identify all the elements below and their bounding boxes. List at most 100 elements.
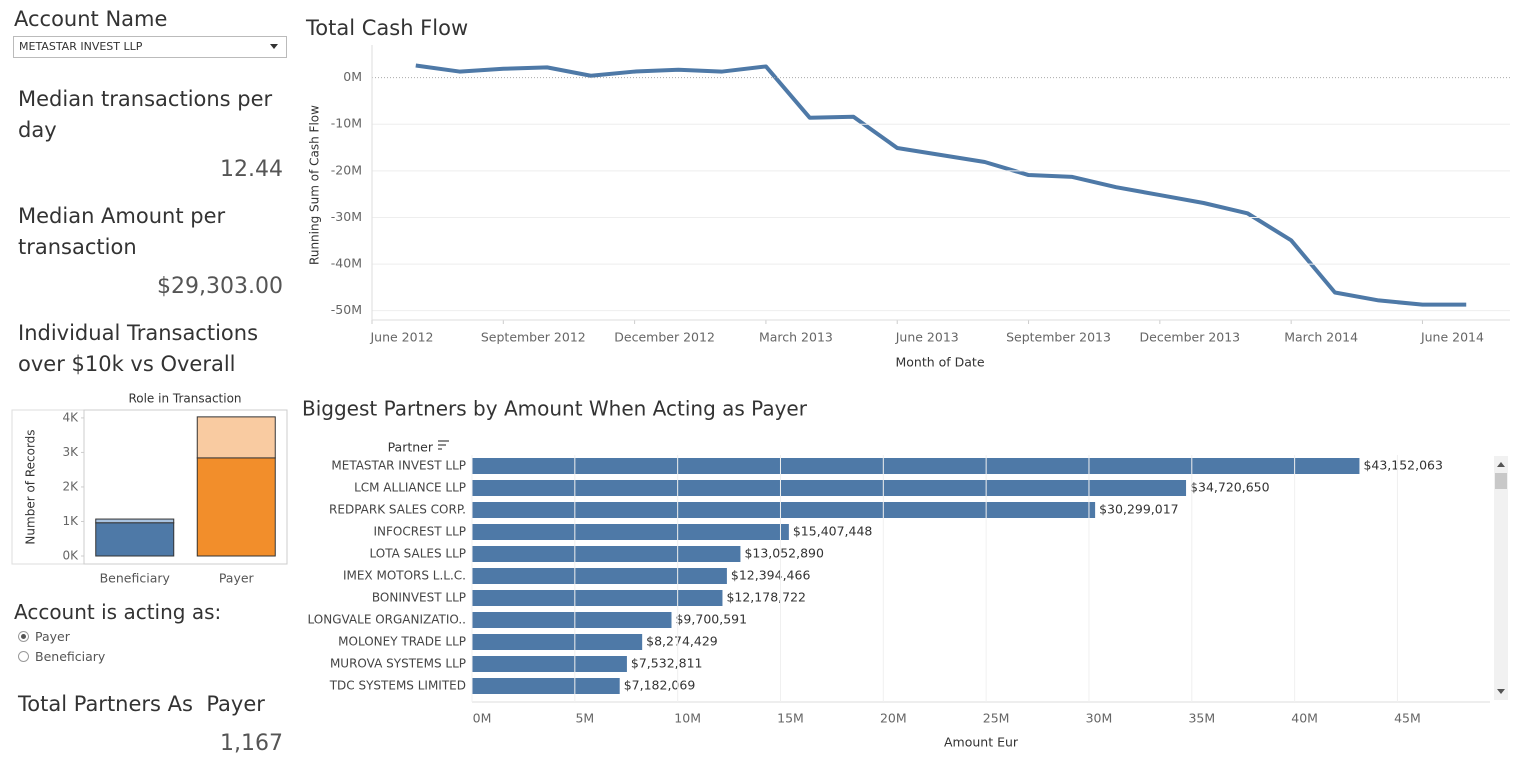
radio-group: Payer Beneficiary <box>18 626 105 666</box>
data-label: $7,182,069 <box>624 678 696 693</box>
y-tick-label: MUROVA SYSTEMS LLP <box>330 657 466 671</box>
scroll-up[interactable] <box>1497 462 1505 467</box>
x-tick-label: March 2014 <box>1284 330 1358 345</box>
dropdown-value: METASTAR INVEST LLP <box>19 40 143 53</box>
x-tick-label: June 2014 <box>1420 330 1484 345</box>
y-tick-label: INFOCREST LLP <box>373 525 466 539</box>
x-tick-label: December 2012 <box>614 330 715 345</box>
y-tick-label: -10M <box>331 116 362 131</box>
bar <box>472 656 627 672</box>
column-header: Role in Transaction <box>128 392 241 406</box>
data-label: $43,152,063 <box>1363 458 1443 473</box>
bar <box>472 502 1096 518</box>
y-tick-label: 4K <box>62 410 79 424</box>
filter-label: Account Name <box>14 7 168 31</box>
bar <box>472 612 672 628</box>
data-label: $12,394,466 <box>731 568 811 583</box>
x-tick-label: September 2013 <box>1006 330 1111 345</box>
kpi-label: Median Amount per transaction <box>18 204 226 259</box>
account-dropdown[interactable]: METASTAR INVEST LLP <box>13 36 287 58</box>
data-label: $8,274,429 <box>646 634 718 649</box>
bar-segment <box>196 416 276 459</box>
radio-dot[interactable] <box>18 630 29 642</box>
x-tick-label: 20M <box>880 711 907 726</box>
y-tick-label: LONGVALE ORGANIZATIO.. <box>308 613 466 627</box>
y-tick-label: IMEX MOTORS L.L.C. <box>343 569 466 583</box>
radio-option[interactable]: Payer <box>18 626 105 646</box>
bar <box>472 590 723 606</box>
data-label: $12,178,722 <box>726 590 806 605</box>
y-tick-label: -30M <box>331 209 362 224</box>
y-tick-label: -50M <box>331 302 362 317</box>
bar <box>472 524 789 540</box>
scroll-down[interactable] <box>1497 689 1505 694</box>
y-tick-label: 3K <box>62 445 79 459</box>
x-axis-title: Month of Date <box>895 355 984 370</box>
scroll-track[interactable] <box>1494 456 1508 700</box>
data-label: $13,052,890 <box>744 546 824 561</box>
y-tick-label: BONINVEST LLP <box>372 591 466 605</box>
x-tick-label: September 2012 <box>481 330 586 345</box>
x-tick-label: 45M <box>1394 711 1421 726</box>
y-axis-title: Number of Records <box>24 429 38 544</box>
x-tick-label: Beneficiary <box>100 571 171 586</box>
bar <box>472 634 643 650</box>
data-label: $15,407,448 <box>793 524 873 539</box>
y-tick-label: -40M <box>331 256 362 271</box>
chart-title: Individual Transactions over $10k vs Ove… <box>18 321 259 376</box>
x-tick-label: 40M <box>1291 711 1318 726</box>
x-tick-label: 35M <box>1188 711 1215 726</box>
y-tick-label: TDC SYSTEMS LIMITED <box>329 679 466 693</box>
x-tick-label: 5M <box>575 711 594 726</box>
y-axis-title: Running Sum of Cash Flow <box>308 105 322 265</box>
x-tick-label: 0M <box>473 711 492 726</box>
bar-segment <box>196 457 276 557</box>
bar <box>472 480 1187 496</box>
data-label: $30,299,017 <box>1099 502 1179 517</box>
y-tick-label: 0K <box>62 549 79 563</box>
x-axis-title: Amount Eur <box>944 735 1019 750</box>
y-tick-label: LOTA SALES LLP <box>370 547 466 561</box>
x-tick-label: March 2013 <box>759 330 833 345</box>
kpi-label: Total Partners As Payer <box>18 692 265 716</box>
y-tick-label: 0M <box>343 69 362 84</box>
y-tick-label: MOLONEY TRADE LLP <box>338 635 466 649</box>
data-label: $34,720,650 <box>1190 480 1270 495</box>
line <box>415 63 1467 307</box>
bar-segment <box>95 518 175 524</box>
kpi-value: 12.44 <box>220 157 283 182</box>
x-tick-label: 15M <box>777 711 804 726</box>
scroll-thumb[interactable] <box>1495 473 1507 489</box>
kpi-value: $29,303.00 <box>157 274 283 299</box>
chart-title: Biggest Partners by Amount When Acting a… <box>302 397 808 421</box>
y-tick-label: REDPARK SALES CORP. <box>329 503 466 517</box>
radio-text: Payer <box>35 628 70 644</box>
radio-dot[interactable] <box>18 650 29 662</box>
x-tick-label: 25M <box>983 711 1010 726</box>
bar <box>472 678 620 694</box>
scrollbar[interactable] <box>1494 456 1508 700</box>
data-label: $7,532,811 <box>631 656 703 671</box>
y-tick-label: LCM ALLIANCE LLP <box>354 481 466 495</box>
chart-title: Total Cash Flow <box>305 16 468 40</box>
radio-text: Beneficiary <box>35 648 106 664</box>
radio-label: Account is acting as: <box>14 600 222 624</box>
x-tick-label: June 2013 <box>895 330 959 345</box>
bar <box>472 568 727 584</box>
y-tick-label: 1K <box>62 514 79 528</box>
radio-option[interactable]: Beneficiary <box>18 646 105 666</box>
y-tick-label: -20M <box>331 162 362 177</box>
bar <box>472 458 1360 474</box>
y-axis-title: Partner <box>388 440 434 455</box>
bar-segment <box>95 522 175 557</box>
kpi-value: 1,167 <box>220 731 283 756</box>
dropdown-caret <box>270 44 278 49</box>
bar <box>472 546 741 562</box>
x-tick-label: Payer <box>219 571 255 586</box>
data-label: $9,700,591 <box>675 612 747 627</box>
x-tick-label: December 2013 <box>1140 330 1241 345</box>
sort-icon[interactable] <box>438 440 449 450</box>
kpi-label: Median transactions per day <box>18 87 273 142</box>
y-tick-label: METASTAR INVEST LLP <box>331 459 466 473</box>
